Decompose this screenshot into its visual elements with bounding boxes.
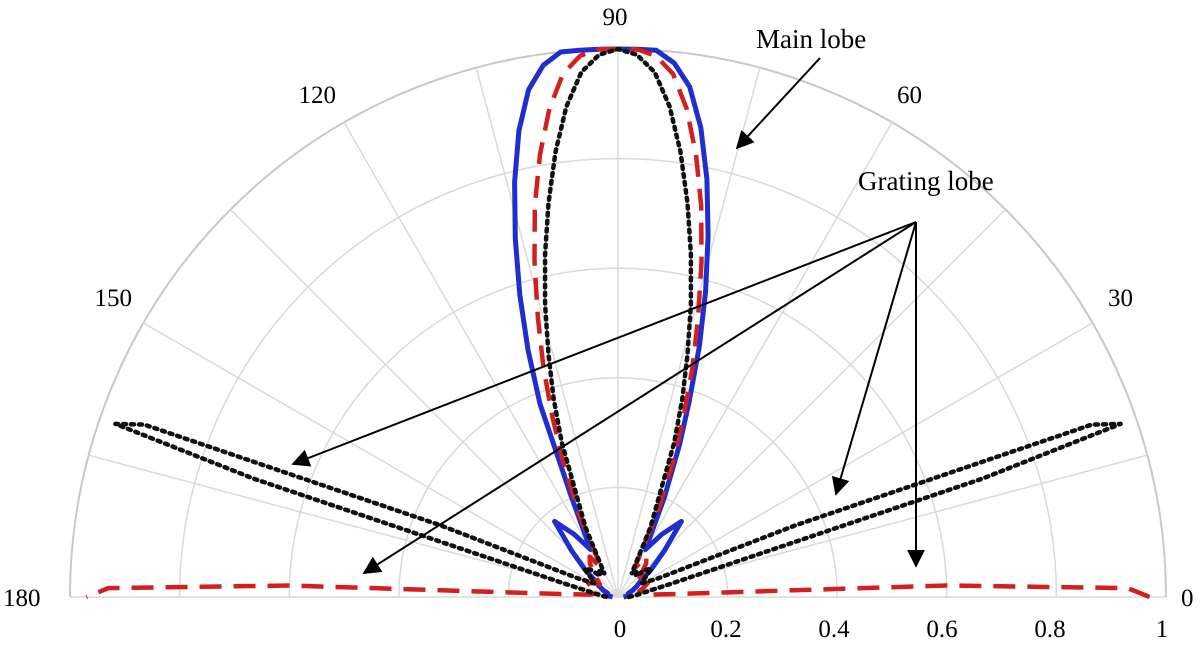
radius-tick-0.4: 0.4: [818, 616, 850, 643]
radius-tick-0: 0: [614, 616, 627, 643]
grid-spoke-45: [617, 208, 1007, 598]
series-layer: [85, 46, 1151, 600]
radius-tick-0.8: 0.8: [1034, 616, 1065, 643]
grid-spoke-30: [617, 322, 1093, 598]
grid-spoke-150: [143, 322, 619, 598]
radius-tick-0.6: 0.6: [926, 616, 957, 643]
series-2-dotted-line: [113, 46, 1123, 600]
polar-grid: [69, 48, 1167, 598]
angle-tick-30: 30: [1108, 285, 1133, 312]
main-lobe-label: Main lobe: [756, 24, 866, 54]
grid-spoke-120: [343, 122, 619, 598]
angle-tick-60: 60: [897, 82, 922, 109]
grating-lobe-arrow-2: [362, 221, 917, 574]
grating-lobe-arrow-3: [831, 221, 917, 496]
main-lobe-arrow: [735, 57, 821, 150]
grating-lobe-label: Grating lobe: [858, 166, 994, 196]
grid-spoke-135: [229, 208, 619, 598]
angle-tick-150: 150: [95, 285, 133, 312]
radius-tick-1: 1: [1156, 616, 1169, 643]
angle-tick-0: 0: [1181, 585, 1194, 612]
series-0-solid-line: [512, 46, 711, 600]
radius-tick-0.2: 0.2: [710, 616, 741, 643]
grid-spoke-60: [617, 122, 893, 598]
angle-tick-180: 180: [3, 585, 41, 612]
angle-tick-90: 90: [603, 4, 628, 31]
angle-tick-120: 120: [299, 82, 337, 109]
grating-lobe-arrow-1: [291, 221, 917, 467]
annotation-layer: [291, 57, 925, 574]
